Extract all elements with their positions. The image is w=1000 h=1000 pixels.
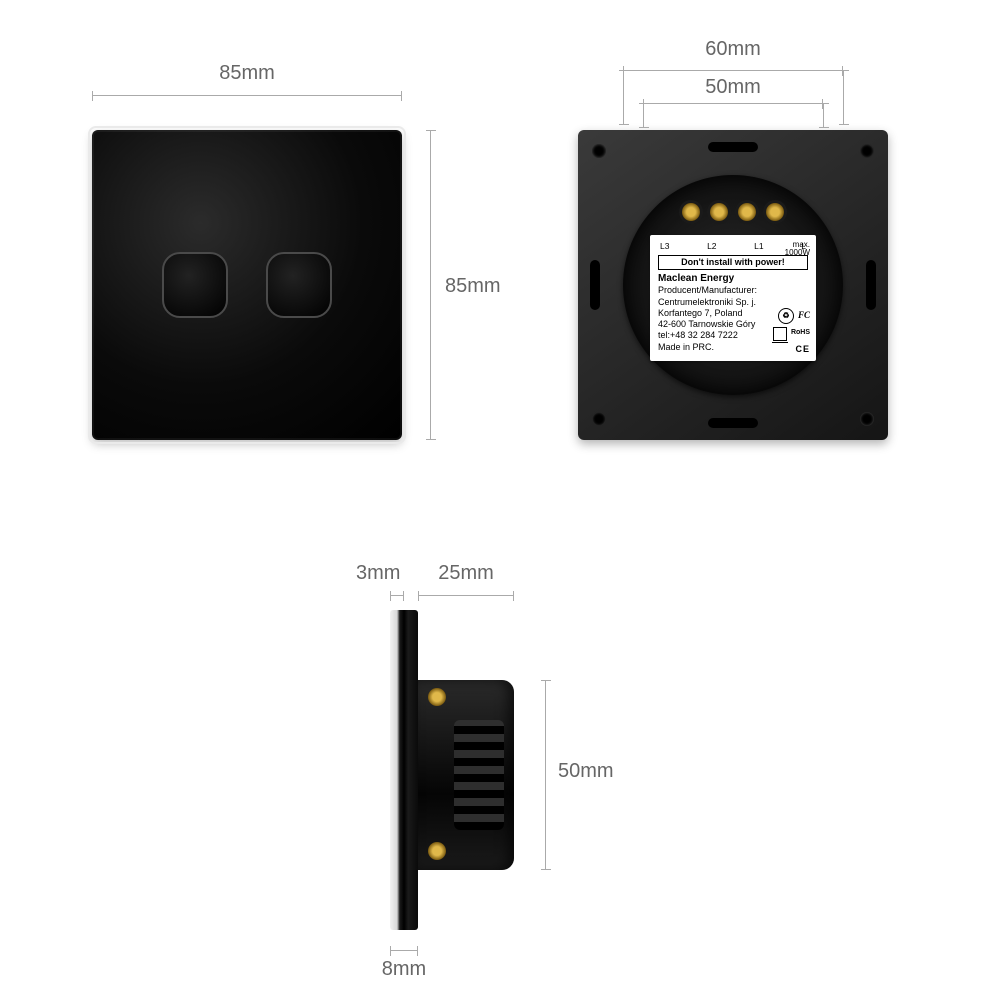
weee-icon bbox=[773, 327, 787, 341]
touch-button-1 bbox=[162, 252, 228, 318]
terminal-label: L3 bbox=[660, 241, 669, 252]
back-view-panel: max. 1000W L3 L2 L1 L Don't install with… bbox=[578, 130, 888, 440]
side-3mm-label: 3mm bbox=[356, 562, 396, 585]
rohs-icon: RoHS bbox=[791, 327, 810, 341]
certification-icons: ♻ FC RoHS CE bbox=[764, 308, 810, 355]
max-power: max. 1000W bbox=[785, 241, 810, 257]
terminal-icon bbox=[738, 203, 756, 221]
side-50mm-label: 50mm bbox=[558, 760, 614, 783]
ce-icon: CE bbox=[795, 344, 810, 355]
vent-grill-icon bbox=[454, 720, 504, 830]
front-height-label: 85mm bbox=[445, 275, 501, 298]
brand-name: Maclean Energy bbox=[658, 273, 808, 286]
spec-line: Centrumelektroniki Sp. j. bbox=[658, 297, 808, 308]
mounting-slot-icon bbox=[708, 418, 758, 428]
mounting-hole-icon bbox=[860, 144, 874, 158]
mounting-slot-icon bbox=[590, 260, 600, 310]
recycle-icon: ♻ bbox=[778, 308, 794, 324]
ext-line bbox=[643, 103, 644, 128]
ext-line bbox=[623, 70, 624, 125]
back-outer-label: 60mm bbox=[623, 38, 843, 61]
front-view-panel bbox=[92, 130, 402, 440]
side-25mm-line bbox=[418, 595, 514, 596]
spec-line: Producent/Manufacturer: bbox=[658, 285, 808, 296]
terminal-label: L1 bbox=[754, 241, 763, 252]
fcc-icon: FC bbox=[798, 308, 810, 324]
side-25mm-label: 25mm bbox=[418, 562, 514, 585]
touch-button-2 bbox=[266, 252, 332, 318]
terminal-icon bbox=[766, 203, 784, 221]
terminal-label: L2 bbox=[707, 241, 716, 252]
screw-icon bbox=[428, 842, 446, 860]
terminal-icon bbox=[682, 203, 700, 221]
side-glass-plate bbox=[390, 610, 418, 930]
mounting-slot-icon bbox=[708, 142, 758, 152]
back-outer-dim-line bbox=[623, 70, 843, 71]
side-8mm-label: 8mm bbox=[378, 958, 430, 981]
side-module-body bbox=[418, 680, 514, 870]
side-3mm-line bbox=[390, 595, 404, 596]
back-inner-dim-line bbox=[643, 103, 823, 104]
back-inner-label: 50mm bbox=[643, 76, 823, 99]
spec-label-plate: max. 1000W L3 L2 L1 L Don't install with… bbox=[650, 235, 816, 361]
terminal-row bbox=[682, 203, 784, 221]
front-height-dim-line bbox=[430, 130, 431, 440]
screw-icon bbox=[428, 688, 446, 706]
mounting-slot-icon bbox=[866, 260, 876, 310]
ext-line bbox=[823, 103, 824, 128]
mounting-hole-icon bbox=[592, 144, 606, 158]
mounting-hole-icon bbox=[860, 412, 874, 426]
front-width-label: 85mm bbox=[92, 62, 402, 85]
side-view bbox=[390, 610, 520, 930]
front-width-dim-line bbox=[92, 95, 402, 96]
back-module: max. 1000W L3 L2 L1 L Don't install with… bbox=[623, 175, 843, 395]
side-8mm-line bbox=[390, 950, 418, 951]
terminal-icon bbox=[710, 203, 728, 221]
mounting-hole-icon bbox=[592, 412, 606, 426]
ext-line bbox=[843, 70, 844, 125]
side-50mm-line bbox=[545, 680, 546, 870]
max-power-l2: 1000W bbox=[785, 248, 810, 257]
